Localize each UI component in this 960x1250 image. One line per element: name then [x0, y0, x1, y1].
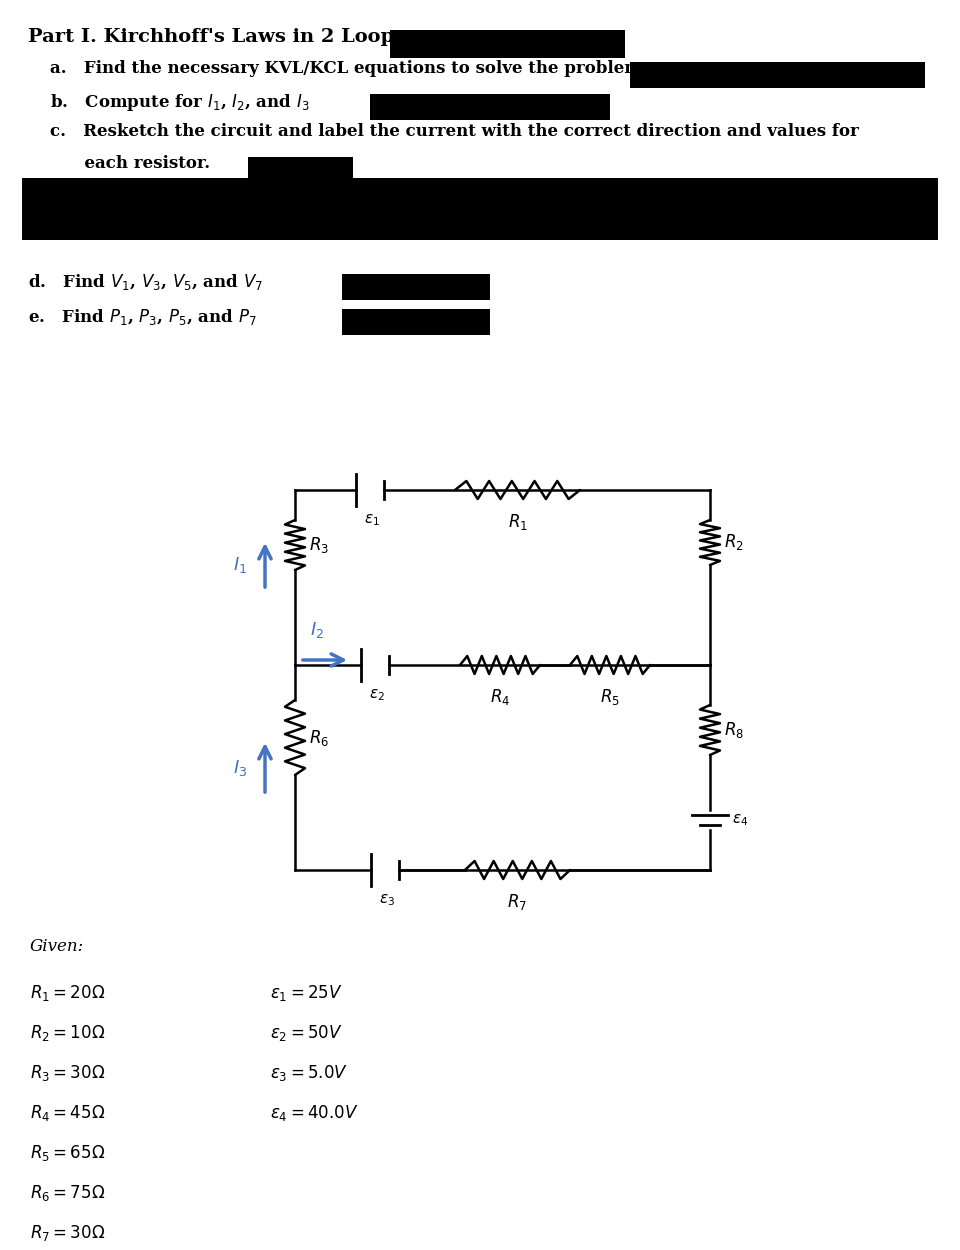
Text: $R_1 = 20\Omega$: $R_1 = 20\Omega$ [30, 982, 106, 1002]
Text: Part I. Kirchhoff's Laws in 2 Loops.: Part I. Kirchhoff's Laws in 2 Loops. [28, 28, 412, 46]
Text: $R_6 = 75\Omega$: $R_6 = 75\Omega$ [30, 1182, 106, 1202]
Text: $R_7$: $R_7$ [508, 892, 528, 912]
Text: $R_2 = 10\Omega$: $R_2 = 10\Omega$ [30, 1022, 106, 1042]
Bar [342, 309, 490, 335]
Text: $R_5 = 65\Omega$: $R_5 = 65\Omega$ [30, 1142, 106, 1162]
Text: $I_1$: $I_1$ [233, 555, 247, 575]
Text: $R_5$: $R_5$ [600, 688, 620, 707]
Bar [390, 30, 625, 58]
Text: $R_3$: $R_3$ [309, 535, 329, 555]
Bar [342, 274, 490, 300]
Text: e.   Find $P_1$, $P_3$, $P_5$, and $P_7$: e. Find $P_1$, $P_3$, $P_5$, and $P_7$ [28, 308, 256, 328]
Text: $\varepsilon_3$: $\varepsilon_3$ [379, 892, 396, 908]
Text: $\varepsilon_4 = 40.0V$: $\varepsilon_4 = 40.0V$ [270, 1102, 359, 1122]
Text: $\varepsilon_1 = 25V$: $\varepsilon_1 = 25V$ [270, 982, 343, 1002]
Text: Given:: Given: [30, 938, 84, 955]
Text: $R_4$: $R_4$ [490, 688, 510, 707]
Bar [370, 94, 610, 120]
Text: $I_2$: $I_2$ [310, 620, 324, 640]
Text: $\varepsilon_3 = 5.0V$: $\varepsilon_3 = 5.0V$ [270, 1062, 348, 1082]
Text: $I_3$: $I_3$ [232, 758, 247, 778]
Text: $R_3 = 30\Omega$: $R_3 = 30\Omega$ [30, 1062, 106, 1082]
Bar [630, 62, 925, 88]
Text: $\varepsilon_1$: $\varepsilon_1$ [364, 512, 380, 528]
Text: $R_7 = 30\Omega$: $R_7 = 30\Omega$ [30, 1222, 106, 1242]
Text: $R_4 = 45\Omega$: $R_4 = 45\Omega$ [30, 1102, 106, 1122]
Text: $\varepsilon_2$: $\varepsilon_2$ [369, 688, 385, 702]
Text: $\varepsilon_4$: $\varepsilon_4$ [732, 812, 749, 828]
Bar [22, 177, 938, 240]
Text: d.   Find $V_1$, $V_3$, $V_5$, and $V_7$: d. Find $V_1$, $V_3$, $V_5$, and $V_7$ [28, 272, 263, 292]
Text: c.   Resketch the circuit and label the current with the correct direction and v: c. Resketch the circuit and label the cu… [50, 122, 859, 140]
Text: each resistor.: each resistor. [50, 155, 210, 172]
Text: a.   Find the necessary KVL/KCL equations to solve the problem.: a. Find the necessary KVL/KCL equations … [50, 60, 648, 78]
Text: b.   Compute for $I_1$, $I_2$, and $I_3$: b. Compute for $I_1$, $I_2$, and $I_3$ [50, 92, 310, 112]
Bar [248, 158, 353, 182]
Text: $R_8$: $R_8$ [724, 720, 744, 740]
Text: $R_6$: $R_6$ [309, 728, 329, 748]
Text: $R_1$: $R_1$ [508, 512, 527, 532]
Text: $R_2$: $R_2$ [724, 532, 744, 552]
Text: $\varepsilon_2 = 50V$: $\varepsilon_2 = 50V$ [270, 1022, 343, 1042]
